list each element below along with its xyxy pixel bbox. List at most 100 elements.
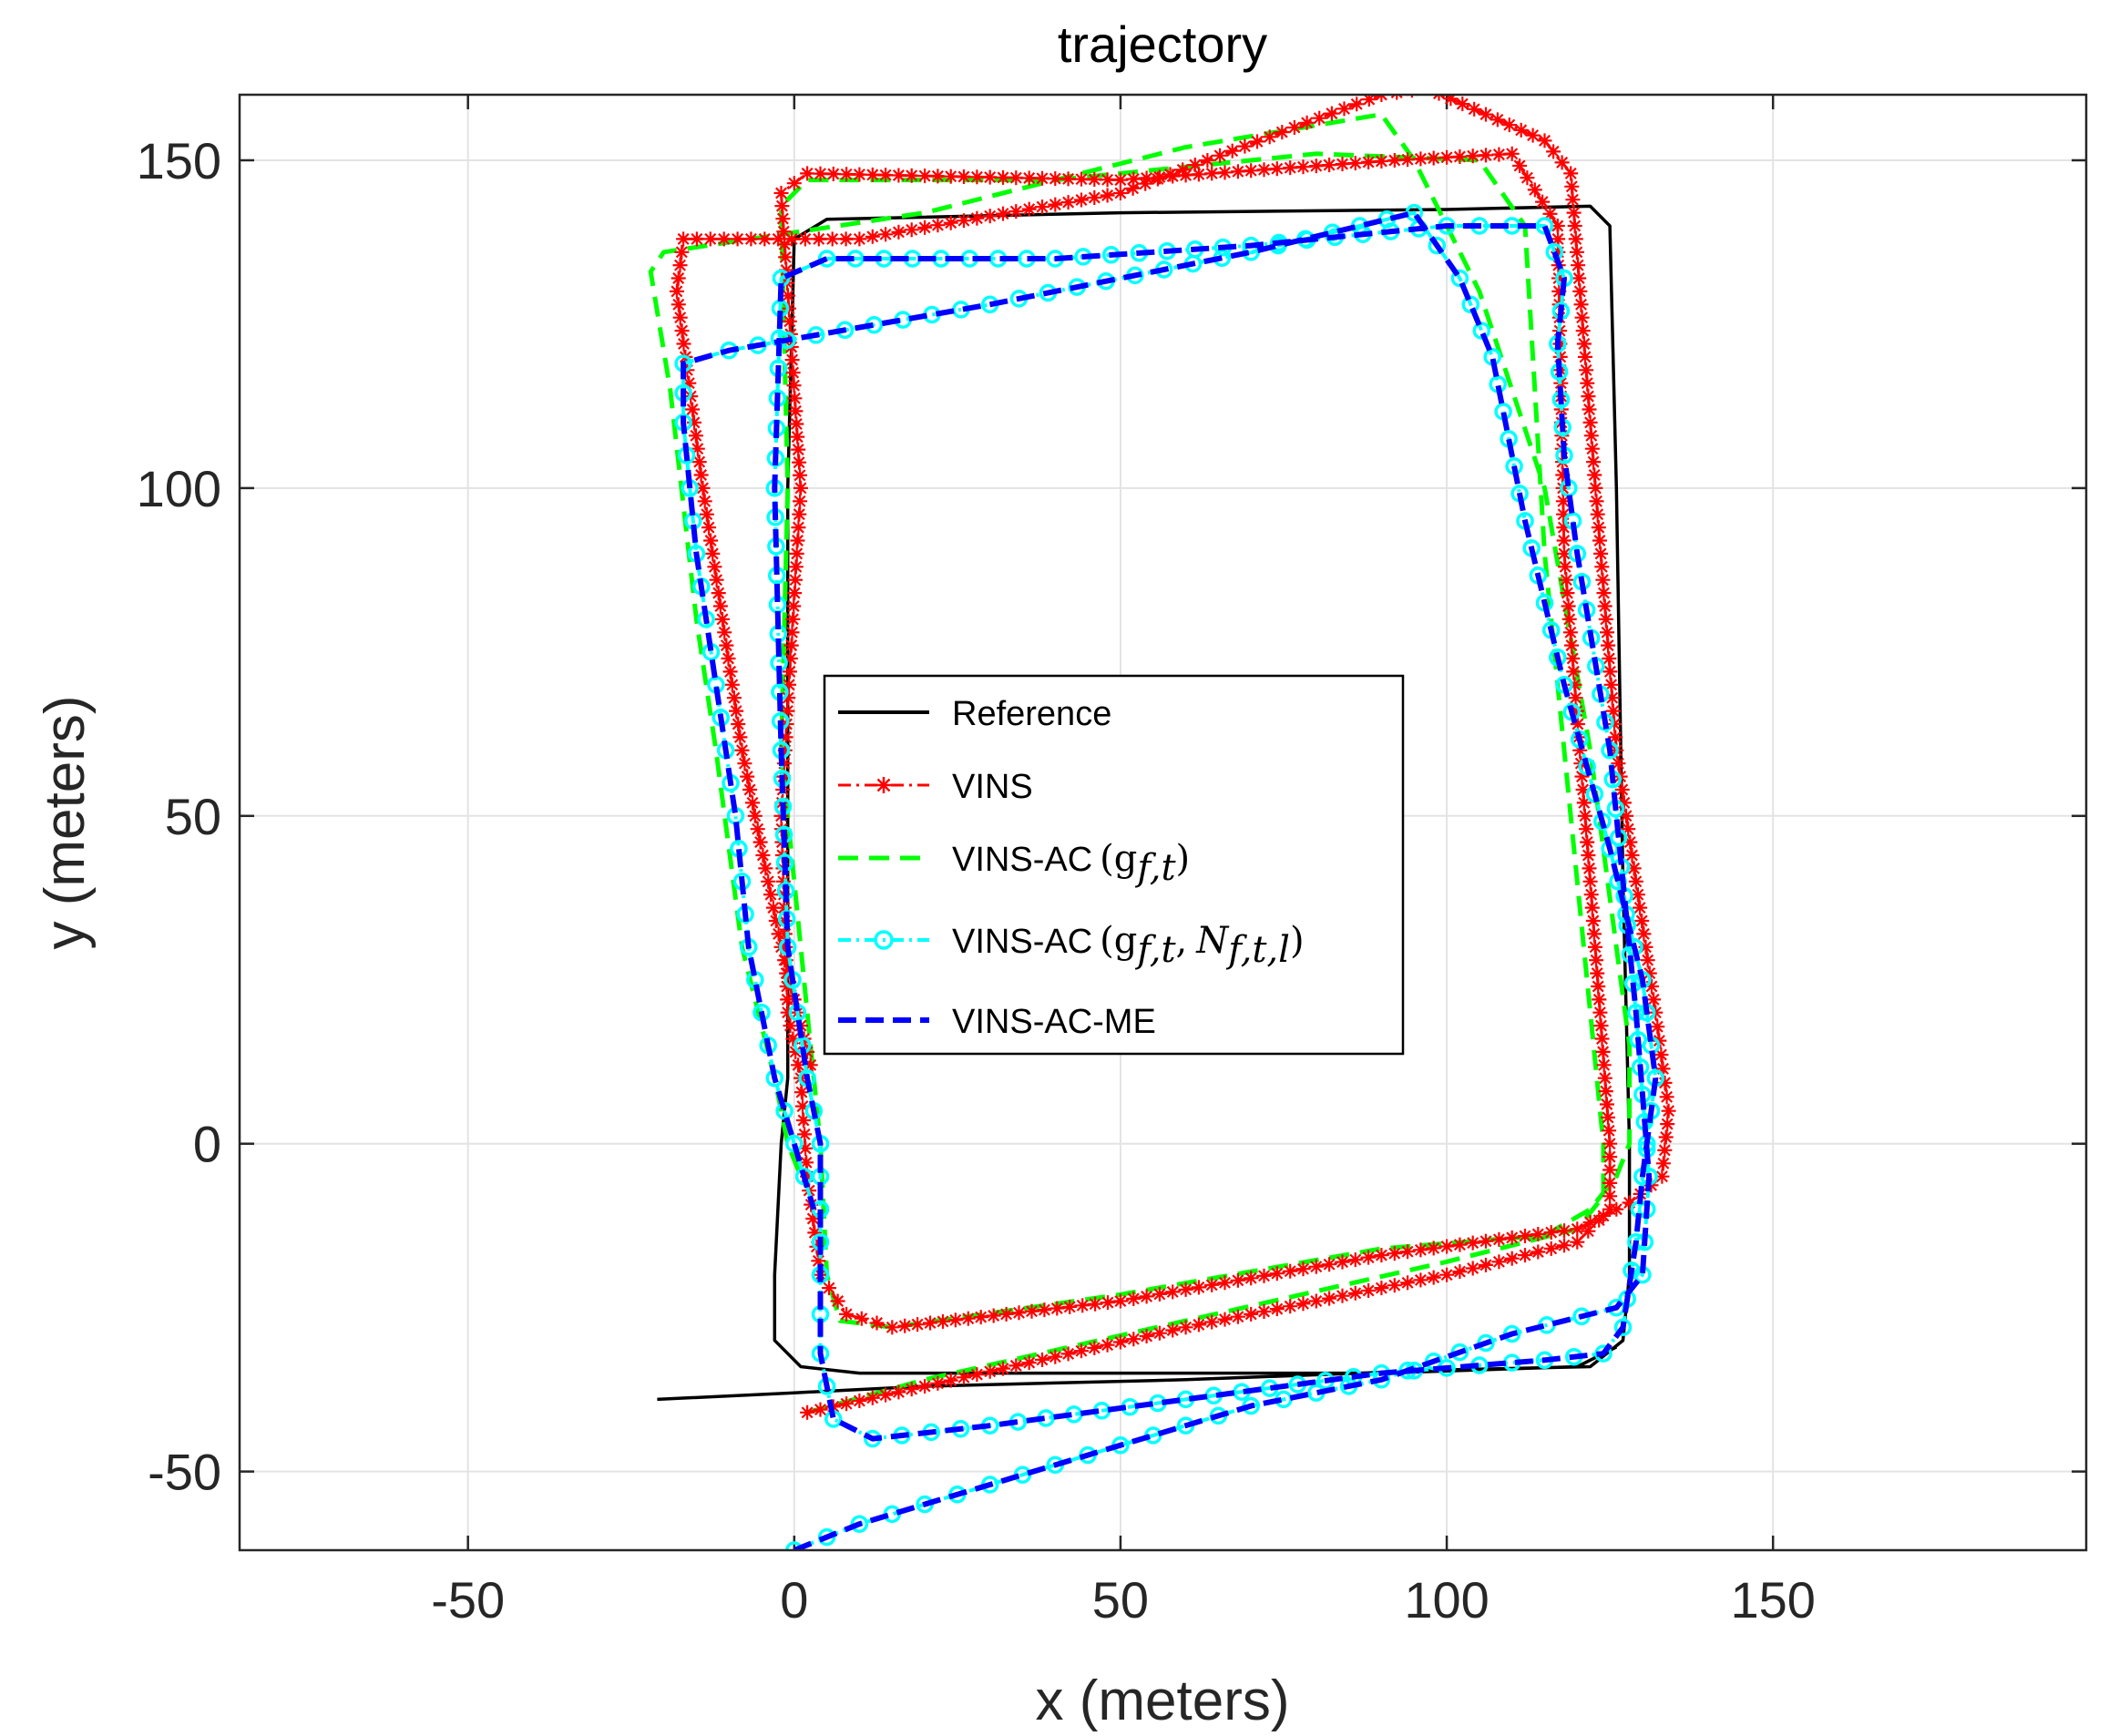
marker-vins [1491,1231,1507,1247]
x-tick-label: 100 [1404,1571,1489,1629]
marker-vins [729,703,744,719]
marker-vins [1465,1261,1480,1276]
marker-vins [1574,310,1590,325]
marker-vins [1413,151,1428,167]
marker-vins [996,206,1010,221]
marker-vins [689,231,704,247]
marker-vins [1400,152,1416,168]
marker-vins [1564,179,1580,194]
marker-vins [787,586,803,601]
marker-vins [771,926,786,942]
marker-vins [838,231,854,247]
marker-vins [1587,467,1602,483]
marker-vins [1597,1070,1612,1086]
marker-vins [800,166,815,181]
marker-vins [1387,1278,1402,1293]
marker-vins [1035,1352,1049,1367]
marker-vins [778,250,793,265]
marker-vins [1584,900,1600,915]
marker-vins [1217,1275,1233,1291]
marker-vins [1165,1322,1181,1338]
marker-vins [1479,1233,1493,1249]
marker-vins [672,258,688,273]
marker-vins [1062,1299,1078,1314]
marker-vins [943,1373,958,1388]
marker-vins [786,598,802,614]
marker-vins [1162,167,1178,182]
marker-vins [923,1315,937,1331]
marker-vins [960,1311,976,1326]
marker-vins [1400,1275,1416,1291]
marker-vins [699,506,714,522]
marker-vins [1347,156,1363,171]
marker-vins-ac-g-f-t-n-f-t-l [1461,295,1480,314]
series-vins-ac-me [681,209,1659,1550]
marker-vins [1580,375,1595,391]
marker-vins [1596,1057,1612,1073]
marker-vins [998,1306,1014,1322]
marker-vins [1324,106,1339,121]
marker-vins [775,211,791,227]
marker-vins [1400,1244,1416,1260]
marker-vins [1308,1259,1324,1274]
marker-vins [755,848,771,863]
marker-vins [747,808,763,823]
marker-vins [1562,625,1578,640]
marker-vins [1443,95,1459,107]
marker-vins [707,559,722,575]
marker-vins [743,231,759,247]
marker-vins [1558,559,1573,575]
marker-vins [783,638,799,653]
marker-vins [1582,414,1598,430]
marker-vins [1074,171,1089,187]
marker-vins [724,677,740,692]
marker-vins [930,1375,946,1391]
marker-vins [1602,1149,1618,1165]
marker-vins [703,533,719,548]
marker-vins [1100,1337,1115,1353]
marker-vins [1349,97,1365,112]
marker-vins [1439,149,1455,165]
marker-vins [784,352,800,368]
marker-vins [1361,1283,1377,1298]
marker-vins [1565,192,1581,208]
marker-vins [1557,1223,1572,1239]
marker-vins [789,416,804,432]
marker-vins [1520,170,1535,186]
legend-label-vins-ac-g: VINS-AC (gf,t) [952,838,1190,889]
marker-vins [904,1382,919,1397]
marker-vins [1008,1358,1024,1373]
marker-vins [1335,1288,1350,1303]
marker-vins [779,262,794,278]
marker-vins [1568,690,1583,706]
marker-vins [695,480,711,495]
legend-entry-reference: Reference [838,695,1111,733]
marker-vins [1601,1109,1615,1125]
marker-vins [1035,199,1049,215]
marker-vins [1088,1296,1103,1312]
marker-vins [1602,664,1618,679]
marker-vins [1262,129,1277,145]
marker-vins [1322,1291,1337,1306]
marker-vins [1322,1257,1337,1272]
marker-vins [742,782,758,797]
marker-vins [1244,1271,1259,1286]
marker-vins [1126,1291,1142,1306]
marker-vins [1074,192,1089,208]
marker-vins [793,480,808,495]
marker-vins [1593,546,1609,561]
marker-vins [1602,1136,1618,1151]
marker-vins [1589,953,1604,968]
marker-vins [1126,1332,1142,1347]
legend-box [823,674,1405,1056]
marker-vins [1087,190,1102,205]
marker-vins [1589,494,1604,509]
marker-vins [1230,1309,1245,1324]
marker-vins [745,795,760,811]
marker-vins [1591,979,1606,994]
marker-vins [839,1306,855,1322]
marker-vins [774,199,790,214]
marker-vins [1598,611,1613,627]
marker-vins [1586,926,1602,942]
marker-vins [1588,939,1602,955]
